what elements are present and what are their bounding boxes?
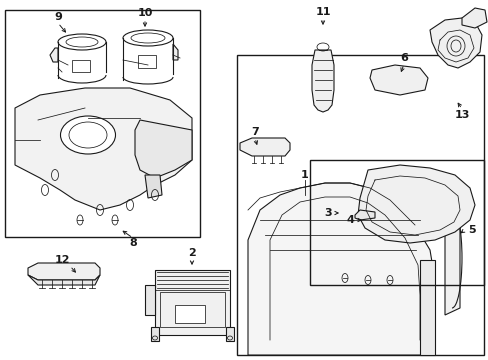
Bar <box>5 10 200 237</box>
Polygon shape <box>240 138 289 156</box>
Bar <box>309 160 483 285</box>
Text: 6: 6 <box>399 53 407 63</box>
Bar <box>237 55 483 355</box>
Bar <box>138 55 156 68</box>
Polygon shape <box>429 18 481 68</box>
Text: 7: 7 <box>251 127 258 137</box>
Text: 12: 12 <box>54 255 70 265</box>
Polygon shape <box>357 165 474 243</box>
Polygon shape <box>419 260 434 355</box>
Text: 8: 8 <box>129 238 137 248</box>
Polygon shape <box>28 263 100 280</box>
Polygon shape <box>369 65 427 95</box>
Polygon shape <box>145 175 162 198</box>
Text: 1: 1 <box>301 170 308 180</box>
Text: 11: 11 <box>315 7 330 17</box>
Polygon shape <box>311 50 333 112</box>
Text: 9: 9 <box>54 12 62 22</box>
Polygon shape <box>247 183 434 355</box>
Text: 13: 13 <box>453 110 469 120</box>
Text: 5: 5 <box>467 225 475 235</box>
Ellipse shape <box>61 116 115 154</box>
Polygon shape <box>444 205 459 315</box>
Polygon shape <box>145 285 155 315</box>
Polygon shape <box>28 275 100 285</box>
Bar <box>160 292 224 327</box>
Bar <box>72 60 90 72</box>
Polygon shape <box>155 270 229 335</box>
Text: 2: 2 <box>188 248 196 258</box>
Polygon shape <box>354 210 374 220</box>
Polygon shape <box>15 88 192 210</box>
Polygon shape <box>50 48 58 62</box>
Polygon shape <box>461 8 486 28</box>
Text: 10: 10 <box>137 8 152 18</box>
Polygon shape <box>135 120 192 178</box>
Bar <box>175 305 204 323</box>
Text: 4: 4 <box>346 215 353 225</box>
Polygon shape <box>225 327 234 341</box>
Text: 3: 3 <box>324 208 331 218</box>
Polygon shape <box>151 327 159 341</box>
Polygon shape <box>173 44 178 60</box>
